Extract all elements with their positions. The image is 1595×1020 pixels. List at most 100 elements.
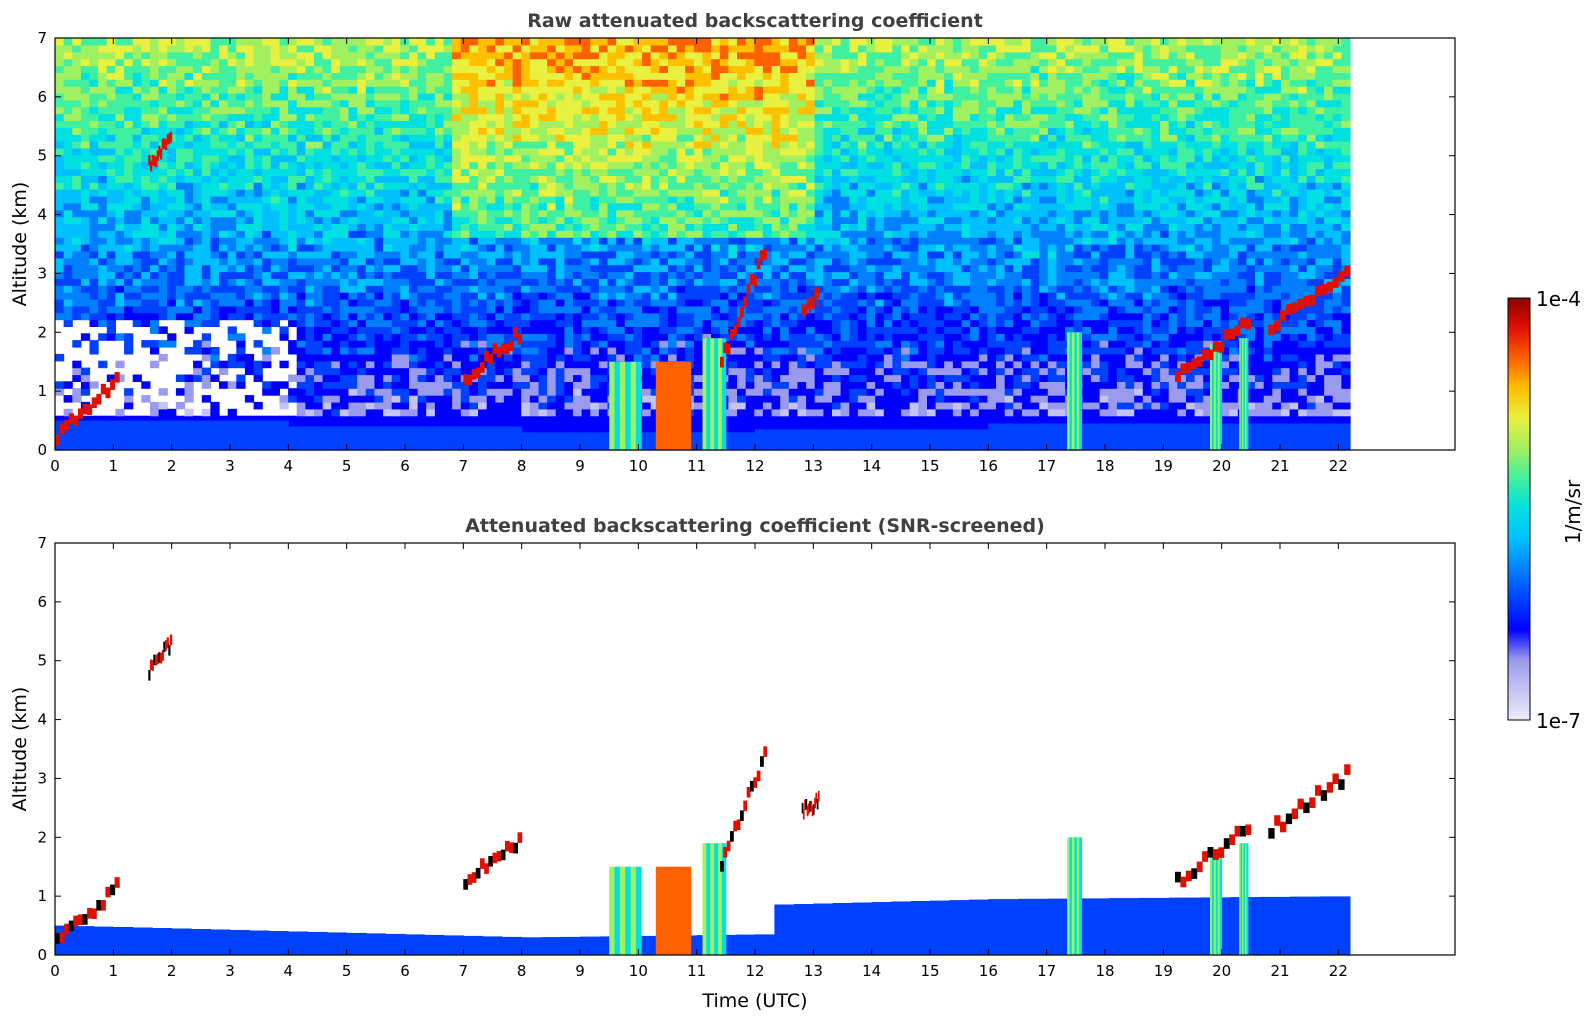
heatmap-cell (607, 333, 617, 341)
heatmap-cell (668, 209, 678, 218)
heatmap-cell (486, 401, 496, 410)
heatmap-cell (573, 353, 583, 362)
heatmap-cell (331, 374, 341, 382)
heatmap-cell (201, 244, 211, 252)
heatmap-cell (227, 58, 237, 67)
heatmap-cell (434, 168, 445, 176)
heatmap-cell (728, 353, 738, 362)
heatmap-cell (624, 65, 634, 73)
heatmap-cell (642, 106, 652, 115)
heatmap-cell (728, 278, 738, 286)
heatmap-cell (460, 106, 470, 115)
heatmap-cell (158, 99, 168, 108)
heatmap-cell (400, 312, 410, 321)
heatmap-cell (495, 168, 505, 176)
heatmap-cell (365, 292, 375, 300)
heatmap-cell (529, 312, 539, 321)
heatmap-cell (797, 347, 807, 355)
heatmap-cell (72, 134, 82, 142)
heatmap-cell (529, 305, 539, 314)
heatmap-cell (236, 72, 246, 80)
heatmap-cell (650, 189, 660, 197)
heatmap-cell (754, 134, 764, 142)
heatmap-cell (443, 86, 453, 94)
heatmap-cell (780, 381, 790, 389)
heatmap-cell (633, 65, 643, 73)
heatmap-cell (296, 86, 306, 94)
heatmap-cell (581, 326, 591, 334)
heatmap-cell (434, 381, 445, 389)
heatmap-cell (538, 381, 548, 389)
heatmap-cell (296, 360, 306, 369)
heatmap-cell (383, 360, 393, 369)
heatmap-cell (434, 292, 445, 300)
heatmap-cell (80, 113, 91, 121)
heatmap-cell (244, 264, 255, 273)
heatmap-cell (167, 51, 177, 60)
heatmap-cell (270, 72, 280, 80)
heatmap-cell (426, 72, 436, 80)
heatmap-cell (538, 367, 548, 376)
heatmap-cell (365, 120, 375, 128)
heatmap-cell (633, 305, 643, 314)
heatmap-cell (63, 408, 73, 417)
heatmap-cell (80, 38, 91, 46)
heatmap-cell (409, 44, 419, 53)
heatmap-cell (555, 388, 565, 396)
heatmap-cell (409, 223, 419, 231)
heatmap-cell (270, 237, 280, 245)
heatmap-cell (737, 401, 747, 410)
heatmap-cell (348, 65, 358, 73)
heatmap-cell (262, 141, 272, 149)
heatmap-cell (141, 38, 151, 46)
heatmap-cell (538, 202, 548, 211)
heatmap-cell (797, 99, 807, 108)
heatmap-cell (754, 141, 764, 149)
heatmap-cell (788, 244, 798, 252)
heatmap-cell (124, 223, 134, 231)
heatmap-cell (305, 264, 315, 273)
heatmap-cell (503, 141, 514, 149)
heatmap-cell (201, 44, 211, 53)
heatmap-cell (624, 134, 634, 142)
heatmap-cell (374, 333, 384, 341)
heatmap-cell (305, 99, 315, 108)
heatmap-cell (434, 319, 445, 327)
heatmap-cell (590, 347, 600, 355)
heatmap-cell (400, 388, 410, 396)
heatmap-cell (72, 58, 82, 67)
heatmap-cell (693, 257, 704, 266)
heatmap-cell (719, 99, 729, 108)
heatmap-cell (788, 305, 798, 314)
heatmap-cell (702, 86, 712, 94)
heatmap-cell (374, 106, 384, 115)
heatmap-cell (547, 401, 557, 410)
heatmap-cell (184, 347, 194, 355)
heatmap-cell (184, 168, 194, 176)
heatmap-cell (607, 58, 617, 67)
heatmap-cell (754, 415, 764, 424)
heatmap-cell (426, 401, 436, 410)
heatmap-cell (780, 168, 790, 176)
heatmap-cell (89, 106, 99, 115)
heatmap-cell (391, 298, 401, 307)
heatmap-cell (659, 312, 669, 321)
heatmap-cell (409, 99, 419, 108)
heatmap-cell (322, 72, 332, 80)
heatmap-cell (331, 202, 341, 211)
heatmap-cell (417, 333, 427, 341)
heatmap-cell (581, 353, 591, 362)
heatmap-cell (737, 175, 747, 183)
heatmap-cell (771, 292, 781, 300)
heatmap-cell (555, 202, 565, 211)
heatmap-cell (348, 388, 358, 396)
heatmap-cell (348, 86, 358, 94)
heatmap-cell (788, 134, 798, 142)
heatmap-cell (365, 415, 375, 424)
heatmap-cell (624, 92, 634, 101)
heatmap-cell (348, 113, 358, 121)
heatmap-cell (305, 79, 315, 87)
heatmap-cell (365, 175, 375, 183)
heatmap-cell (590, 230, 600, 238)
